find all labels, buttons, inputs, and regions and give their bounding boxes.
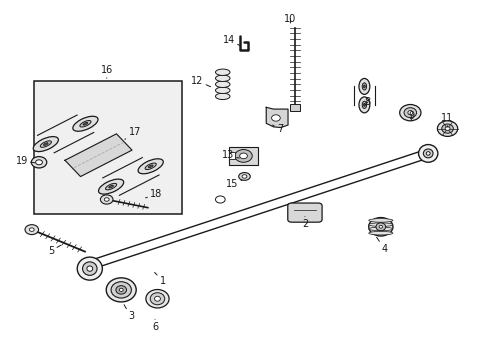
- Ellipse shape: [109, 185, 113, 188]
- Circle shape: [239, 153, 247, 159]
- Ellipse shape: [368, 231, 392, 235]
- Circle shape: [234, 149, 252, 162]
- Ellipse shape: [358, 97, 369, 113]
- Ellipse shape: [105, 183, 117, 190]
- Text: 4: 4: [376, 237, 387, 254]
- Circle shape: [25, 225, 39, 235]
- Ellipse shape: [148, 165, 153, 168]
- Ellipse shape: [77, 257, 102, 280]
- Text: 2: 2: [301, 216, 307, 229]
- Circle shape: [100, 195, 113, 204]
- Ellipse shape: [423, 149, 432, 158]
- Text: 18: 18: [145, 189, 162, 199]
- Ellipse shape: [368, 219, 392, 222]
- Ellipse shape: [33, 136, 58, 152]
- Ellipse shape: [399, 104, 420, 121]
- Ellipse shape: [40, 141, 51, 147]
- Ellipse shape: [215, 93, 229, 100]
- Ellipse shape: [426, 152, 429, 155]
- Text: 16: 16: [101, 65, 113, 78]
- Ellipse shape: [111, 282, 131, 298]
- Ellipse shape: [138, 159, 163, 174]
- Ellipse shape: [80, 121, 91, 127]
- Text: 7: 7: [272, 123, 283, 134]
- Ellipse shape: [215, 87, 229, 94]
- Ellipse shape: [73, 116, 98, 131]
- Text: 13: 13: [221, 150, 239, 160]
- Ellipse shape: [418, 145, 437, 162]
- Ellipse shape: [106, 278, 136, 302]
- Ellipse shape: [363, 103, 365, 106]
- Ellipse shape: [98, 179, 123, 194]
- Text: 10: 10: [284, 14, 296, 24]
- Circle shape: [31, 157, 47, 168]
- Ellipse shape: [362, 101, 366, 108]
- Bar: [290, 104, 300, 111]
- Ellipse shape: [407, 111, 412, 115]
- Circle shape: [29, 228, 34, 231]
- Ellipse shape: [444, 127, 449, 130]
- Ellipse shape: [43, 143, 48, 145]
- Text: 15: 15: [225, 179, 242, 189]
- Ellipse shape: [145, 163, 156, 170]
- Ellipse shape: [82, 262, 97, 275]
- Ellipse shape: [362, 83, 366, 90]
- Text: 11: 11: [441, 113, 453, 127]
- Polygon shape: [265, 107, 287, 127]
- Ellipse shape: [378, 225, 382, 228]
- Ellipse shape: [242, 175, 246, 178]
- Ellipse shape: [145, 289, 169, 308]
- FancyBboxPatch shape: [287, 203, 322, 222]
- Ellipse shape: [154, 296, 160, 301]
- Ellipse shape: [150, 293, 164, 305]
- Ellipse shape: [368, 217, 392, 236]
- Text: 14: 14: [222, 35, 240, 46]
- Ellipse shape: [83, 122, 87, 125]
- Bar: [228, 147, 258, 165]
- Text: 8: 8: [364, 97, 370, 107]
- Ellipse shape: [368, 223, 392, 226]
- Ellipse shape: [441, 124, 452, 133]
- Circle shape: [271, 115, 280, 121]
- Ellipse shape: [368, 227, 392, 231]
- Ellipse shape: [238, 172, 250, 180]
- Circle shape: [36, 160, 42, 165]
- Ellipse shape: [375, 223, 385, 231]
- Text: 9: 9: [407, 111, 413, 121]
- Text: 1: 1: [154, 273, 166, 286]
- Ellipse shape: [119, 288, 123, 292]
- Text: 5: 5: [48, 245, 61, 256]
- Ellipse shape: [215, 75, 229, 81]
- Ellipse shape: [215, 81, 229, 87]
- Ellipse shape: [358, 78, 369, 94]
- Ellipse shape: [403, 108, 416, 118]
- Ellipse shape: [436, 121, 457, 136]
- Circle shape: [104, 198, 109, 201]
- Text: 12: 12: [191, 76, 210, 87]
- Text: 3: 3: [124, 305, 134, 321]
- Ellipse shape: [363, 85, 365, 88]
- Text: 19: 19: [16, 156, 35, 166]
- Text: 17: 17: [124, 127, 141, 139]
- Circle shape: [215, 196, 224, 203]
- Ellipse shape: [87, 266, 93, 271]
- Ellipse shape: [116, 285, 126, 294]
- Bar: [228, 152, 234, 159]
- Bar: [34, 81, 181, 214]
- Text: 6: 6: [152, 319, 158, 332]
- Ellipse shape: [215, 69, 229, 76]
- Polygon shape: [65, 134, 132, 176]
